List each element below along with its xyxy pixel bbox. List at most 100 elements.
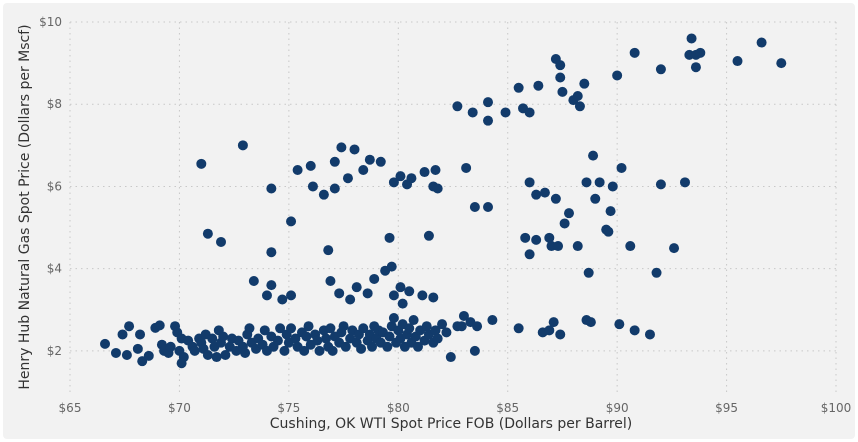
y-tick-label: $10 <box>39 15 62 29</box>
data-point <box>272 335 283 346</box>
data-points <box>100 33 787 369</box>
data-point <box>732 56 743 67</box>
data-point <box>695 47 706 58</box>
data-point <box>216 236 227 247</box>
data-point <box>286 323 297 334</box>
data-point <box>327 345 338 356</box>
x-tick-label: $75 <box>277 401 300 415</box>
data-point <box>421 321 432 332</box>
data-point <box>165 341 176 352</box>
data-point <box>117 329 128 340</box>
x-tick-label: $95 <box>715 401 738 415</box>
data-point <box>388 290 399 301</box>
data-point <box>202 350 213 360</box>
data-point <box>356 343 367 354</box>
data-point <box>176 358 187 369</box>
data-point <box>467 107 478 118</box>
data-point <box>607 181 618 192</box>
data-point <box>469 202 480 212</box>
data-point <box>513 323 524 334</box>
data-point <box>487 315 498 326</box>
data-point <box>386 261 397 272</box>
data-point <box>292 165 303 175</box>
data-point <box>349 144 360 155</box>
data-point <box>419 167 430 178</box>
data-point <box>261 290 272 301</box>
data-point <box>581 177 592 188</box>
data-point <box>679 177 690 188</box>
data-point <box>651 267 662 278</box>
data-point <box>513 82 524 93</box>
data-point <box>625 241 636 252</box>
data-point <box>555 329 566 340</box>
data-point <box>441 327 452 338</box>
data-point <box>248 276 259 286</box>
data-point <box>189 345 200 356</box>
data-point <box>110 347 121 358</box>
data-point <box>458 310 469 321</box>
y-tick-label: $2 <box>47 344 62 358</box>
data-point <box>776 58 787 69</box>
data-point <box>307 181 318 192</box>
data-point <box>329 183 340 194</box>
data-point <box>196 158 207 169</box>
data-point <box>345 294 356 305</box>
data-point <box>406 173 417 184</box>
data-point <box>132 343 143 354</box>
data-point <box>472 321 483 332</box>
data-point <box>544 325 555 336</box>
data-point <box>563 208 574 219</box>
data-point <box>524 107 535 118</box>
tick-labels: $65 $70 $75 $80 $85 $90 $95 $100 $2 $4 $6 $8 $10 <box>39 15 851 415</box>
data-point <box>616 162 627 173</box>
data-point <box>202 228 213 239</box>
data-point <box>121 350 132 360</box>
data-point <box>218 331 229 342</box>
data-point <box>404 286 415 297</box>
data-point <box>430 165 441 175</box>
data-point <box>559 218 570 229</box>
data-point <box>321 333 332 344</box>
data-point <box>388 177 399 188</box>
data-point <box>524 177 535 188</box>
data-point <box>574 101 585 112</box>
chart-card <box>3 3 855 439</box>
data-point <box>286 216 297 227</box>
data-point <box>323 245 334 256</box>
data-point <box>520 232 531 243</box>
data-point <box>325 276 336 286</box>
data-point <box>629 47 640 58</box>
data-point <box>325 323 336 334</box>
data-point <box>329 156 340 167</box>
data-point <box>655 64 666 75</box>
data-point <box>244 323 255 334</box>
data-point <box>550 193 561 204</box>
data-point <box>305 160 316 171</box>
data-point <box>314 345 325 356</box>
data-point <box>417 290 428 301</box>
data-point <box>408 315 419 326</box>
data-point <box>432 333 443 344</box>
x-tick-label: $85 <box>496 401 519 415</box>
data-point <box>469 345 480 356</box>
data-point <box>358 323 369 334</box>
data-point <box>301 331 312 342</box>
data-point <box>397 298 408 309</box>
data-point <box>423 230 434 241</box>
data-point <box>430 325 441 336</box>
data-point <box>275 323 286 334</box>
data-point <box>428 292 439 303</box>
data-point <box>539 187 550 198</box>
data-point <box>669 243 680 254</box>
data-point <box>412 341 423 352</box>
data-point <box>483 115 494 126</box>
data-point <box>351 282 362 293</box>
x-tick-label: $90 <box>606 401 629 415</box>
data-point <box>553 241 564 252</box>
data-point <box>612 70 623 81</box>
data-point <box>286 290 297 301</box>
x-tick-label: $65 <box>59 401 82 415</box>
data-point <box>655 179 666 190</box>
data-point <box>303 321 314 332</box>
y-tick-label: $8 <box>47 97 62 111</box>
